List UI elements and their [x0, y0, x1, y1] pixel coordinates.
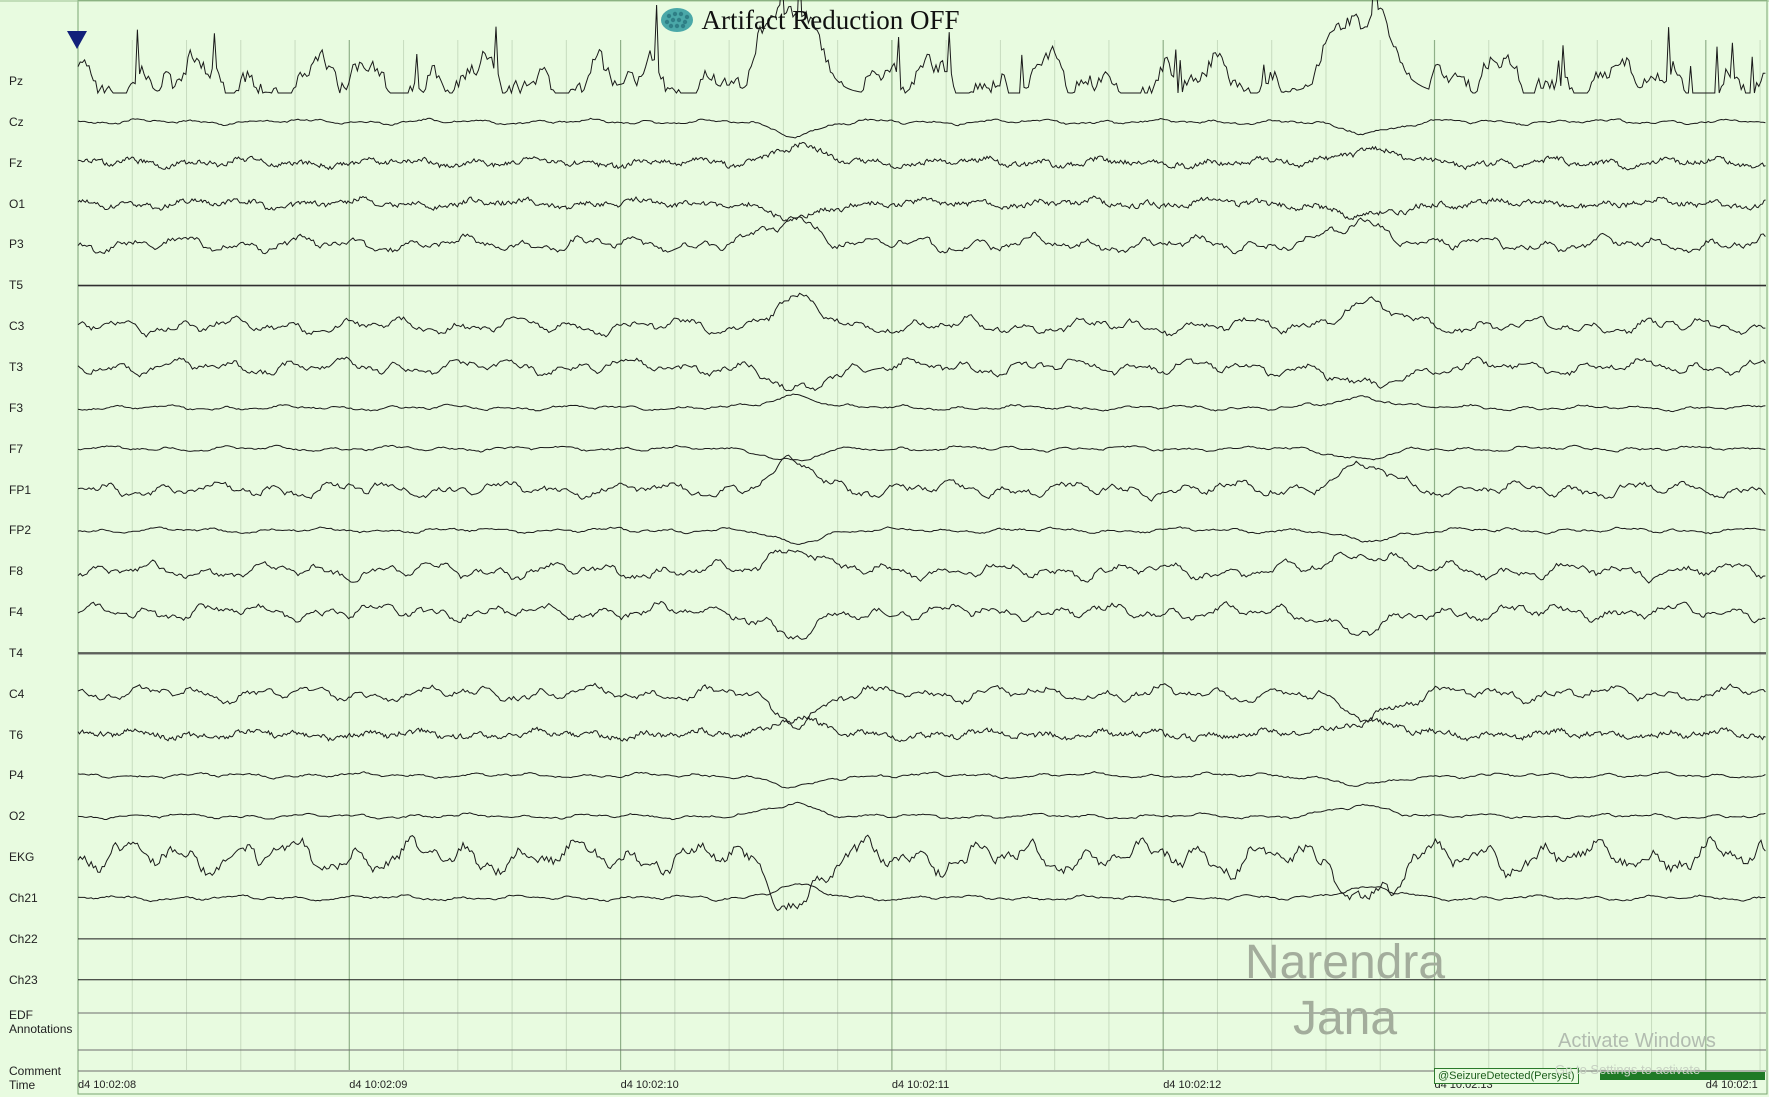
channel-label-f8: F8 — [9, 564, 24, 579]
trace-o2 — [77, 801, 1766, 821]
channel-label-ch21: Ch21 — [9, 891, 38, 905]
activate-windows-notice: Activate Windows — [1558, 1030, 1716, 1052]
trace-o1 — [77, 195, 1766, 222]
brain-icon — [660, 8, 693, 32]
channel-label-f3: F3 — [9, 400, 24, 415]
channel-label-t4: T4 — [9, 645, 24, 660]
trace-p4 — [77, 771, 1766, 789]
edf-annotations-label: EDF Annotations — [9, 1008, 73, 1036]
time-label: Time — [9, 1078, 36, 1092]
channel-label-c4: C4 — [9, 686, 25, 701]
trace-ekg — [77, 834, 1766, 912]
trace-c3 — [77, 292, 1766, 338]
time-tick-label: d4 10:02:1 — [1705, 1079, 1758, 1091]
seizure-event-bar[interactable] — [1600, 1072, 1765, 1080]
trace-f4 — [77, 600, 1766, 640]
channel-label-o2: O2 — [9, 809, 26, 824]
trace-fz — [78, 141, 1766, 171]
trace-c4 — [77, 682, 1766, 730]
trace-fp2 — [77, 526, 1766, 545]
trace-t6 — [77, 715, 1766, 743]
channel-label-c3: C3 — [9, 319, 25, 334]
trace-f3 — [77, 393, 1766, 413]
channel-label-pz: Pz — [9, 74, 24, 88]
channel-label-f4: F4 — [9, 605, 24, 620]
cursor-marker-icon[interactable] — [66, 30, 88, 50]
trace-cz — [77, 117, 1766, 139]
time-tick-label: d4 10:02:11 — [891, 1079, 950, 1091]
trace-ch21 — [77, 883, 1766, 903]
channel-label-p4: P4 — [9, 768, 24, 783]
time-grid — [77, 40, 1761, 1070]
trace-pz — [77, 0, 1766, 95]
trace-f7 — [77, 444, 1766, 462]
time-tick-label: d4 10:02:08 — [78, 1079, 137, 1091]
channel-label-f7: F7 — [9, 441, 24, 456]
channel-label-ekg: EKG — [9, 850, 35, 865]
channel-label-ch22: Ch22 — [9, 931, 38, 946]
trace-f8 — [77, 549, 1766, 584]
channel-label-t3: T3 — [9, 359, 24, 374]
channel-label-p3: P3 — [9, 237, 24, 252]
seizure-annotation[interactable]: @SeizureDetected(Persyst) — [1434, 1068, 1579, 1084]
time-tick-label: d4 10:02:09 — [349, 1079, 408, 1091]
comment-label: Comment — [9, 1064, 62, 1078]
channel-label-cz: Cz — [9, 114, 24, 129]
channel-label-ch23: Ch23 — [9, 972, 38, 987]
channel-label-t5: T5 — [9, 278, 24, 293]
trace-fp1 — [77, 454, 1766, 502]
activate-windows-subtext: Go to Settings to activate — [1555, 1062, 1701, 1077]
trace-p3 — [77, 216, 1766, 255]
watermark: Narendra Jana — [1244, 936, 1446, 1045]
channel-label-fz: Fz — [9, 155, 23, 170]
channel-label-o1: O1 — [9, 196, 26, 211]
trace-t3 — [77, 356, 1766, 392]
time-tick-label: d4 10:02:10 — [620, 1079, 679, 1091]
time-tick-label: d4 10:02:12 — [1163, 1079, 1222, 1091]
channel-label-t6: T6 — [9, 727, 24, 742]
channel-label-fp1: FP1 — [9, 482, 32, 497]
artifact-reduction-status: Artifact Reduction OFF — [701, 4, 960, 35]
channel-label-fp2: FP2 — [9, 523, 32, 538]
title-bar: Artifact Reduction OFF — [0, 2, 1769, 38]
